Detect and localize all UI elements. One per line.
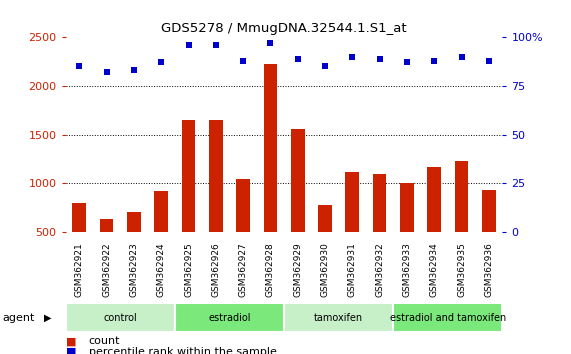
Bar [100, 219, 114, 232]
Text: GSM362929: GSM362929 [293, 242, 302, 297]
Text: ■: ■ [66, 336, 76, 346]
Text: tamoxifen: tamoxifen [314, 313, 363, 323]
Point [348, 54, 357, 59]
Point [239, 58, 248, 63]
Text: GSM362934: GSM362934 [430, 242, 439, 297]
Point [130, 67, 139, 73]
Text: count: count [89, 336, 120, 346]
Bar [373, 175, 387, 232]
Text: GSM362936: GSM362936 [484, 242, 493, 297]
Text: GSM362933: GSM362933 [403, 242, 412, 297]
Text: GSM362931: GSM362931 [348, 242, 357, 297]
Bar [345, 172, 359, 232]
Text: GSM362921: GSM362921 [75, 242, 84, 297]
Point [457, 54, 466, 59]
Bar [455, 161, 468, 232]
Point [293, 56, 302, 62]
Title: GDS5278 / MmugDNA.32544.1.S1_at: GDS5278 / MmugDNA.32544.1.S1_at [161, 22, 407, 35]
Bar [209, 120, 223, 232]
Text: GSM362925: GSM362925 [184, 242, 193, 297]
Text: control: control [103, 313, 137, 323]
Text: agent: agent [3, 313, 35, 323]
Point [75, 64, 84, 69]
Text: percentile rank within the sample: percentile rank within the sample [89, 347, 276, 354]
Bar [182, 120, 195, 232]
Bar [175, 303, 284, 332]
Bar [393, 303, 502, 332]
Point [429, 58, 439, 63]
Point [184, 42, 193, 48]
Bar [66, 303, 175, 332]
Text: estradiol: estradiol [208, 313, 251, 323]
Point [211, 42, 220, 48]
Text: estradiol and tamoxifen: estradiol and tamoxifen [390, 313, 506, 323]
Point [266, 40, 275, 46]
Bar [284, 303, 393, 332]
Text: ■: ■ [66, 347, 76, 354]
Text: GSM362924: GSM362924 [156, 242, 166, 297]
Bar [73, 202, 86, 232]
Bar [291, 129, 304, 232]
Bar [428, 167, 441, 232]
Text: GSM362923: GSM362923 [130, 242, 138, 297]
Text: GSM362930: GSM362930 [320, 242, 329, 297]
Bar [400, 183, 414, 232]
Bar [236, 179, 250, 232]
Bar [154, 191, 168, 232]
Bar [482, 190, 496, 232]
Point [484, 58, 493, 63]
Text: GSM362926: GSM362926 [211, 242, 220, 297]
Bar [127, 212, 140, 232]
Point [320, 64, 329, 69]
Text: GSM362935: GSM362935 [457, 242, 466, 297]
Point [156, 59, 166, 65]
Text: ▶: ▶ [43, 313, 51, 323]
Text: GSM362928: GSM362928 [266, 242, 275, 297]
Bar [318, 205, 332, 232]
Text: GSM362932: GSM362932 [375, 242, 384, 297]
Point [375, 56, 384, 62]
Text: GSM362927: GSM362927 [239, 242, 248, 297]
Text: GSM362922: GSM362922 [102, 242, 111, 297]
Point [102, 69, 111, 75]
Point [403, 59, 412, 65]
Bar [264, 64, 278, 232]
